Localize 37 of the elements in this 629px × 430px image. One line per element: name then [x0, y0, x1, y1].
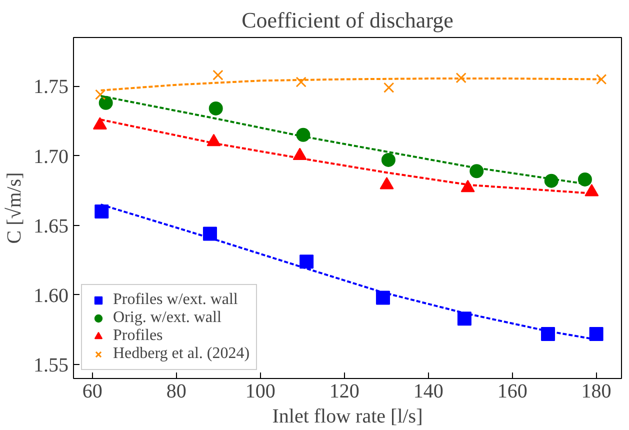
point [202, 226, 217, 241]
x-tick-label: 160 [497, 380, 528, 402]
point [300, 254, 314, 269]
point [589, 326, 604, 341]
legend-label: Profiles [113, 327, 163, 345]
chart-title: Coefficient of discharge [242, 8, 454, 32]
x-tick-label: 60 [82, 380, 102, 402]
point [381, 152, 396, 167]
point [208, 101, 223, 116]
point [541, 326, 556, 341]
point [470, 164, 484, 178]
point [384, 82, 394, 93]
point [376, 290, 390, 305]
point [596, 74, 607, 85]
y-tick-label: 1.75 [34, 76, 68, 98]
point [94, 204, 109, 218]
y-axis-title: C [√m/s] [4, 172, 26, 244]
x-tick-label: 120 [329, 380, 360, 402]
x-tick-label: 140 [413, 380, 444, 402]
x-tick-label: 180 [581, 380, 612, 402]
x-tick-label: 80 [166, 380, 186, 402]
legend-label: Profiles w/ext. wall [113, 291, 238, 309]
point [457, 312, 472, 326]
point [95, 89, 106, 100]
point [456, 72, 466, 84]
legend-label: Hedberg et al. (2024) [113, 345, 250, 363]
point [578, 172, 592, 186]
x-axis-title: Inlet flow rate [l/s] [272, 406, 423, 428]
legend-label: Orig. w/ext. wall [113, 309, 222, 327]
point [98, 96, 113, 110]
x-tick-label: 100 [245, 380, 276, 402]
point [296, 76, 306, 88]
y-tick-label: 1.60 [34, 284, 68, 307]
y-tick-label: 1.70 [34, 146, 68, 168]
y-tick-label: 1.65 [34, 215, 68, 238]
y-tick-label: 1.55 [34, 354, 68, 377]
point [212, 70, 224, 80]
